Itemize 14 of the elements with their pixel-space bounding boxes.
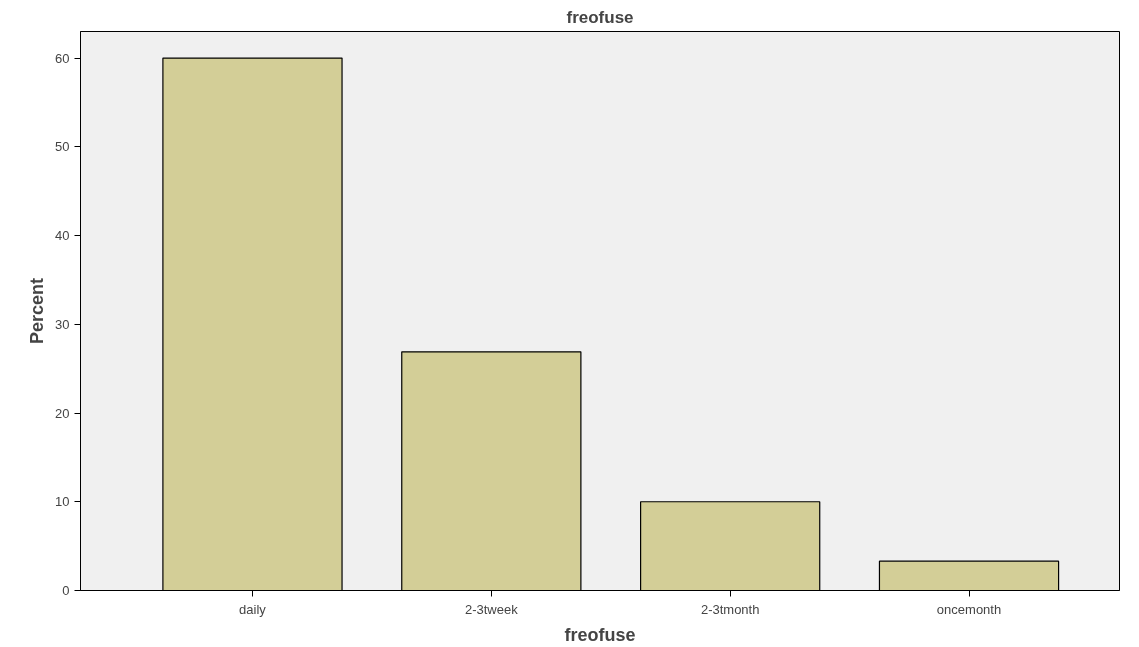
x-axis-title: freofuse [564, 624, 636, 645]
y-tick-label: 30 [55, 316, 70, 332]
y-tick-label: 20 [55, 405, 70, 421]
y-tick-label: 0 [62, 583, 70, 598]
x-tick-label: oncemonth [936, 601, 1002, 617]
y-tick-label: 50 [55, 139, 70, 155]
chart-title: freofuse [566, 7, 634, 27]
y-tick-label: 40 [55, 228, 70, 244]
x-tick-label: daily [239, 601, 267, 617]
x-tick-label: 2-3tmonth [700, 601, 760, 617]
y-axis-title: Percent [27, 277, 48, 345]
x-tick-label: 2-3tweek [464, 601, 519, 617]
y-tick-label: 60 [55, 50, 70, 66]
y-tick-label: 10 [55, 494, 70, 510]
